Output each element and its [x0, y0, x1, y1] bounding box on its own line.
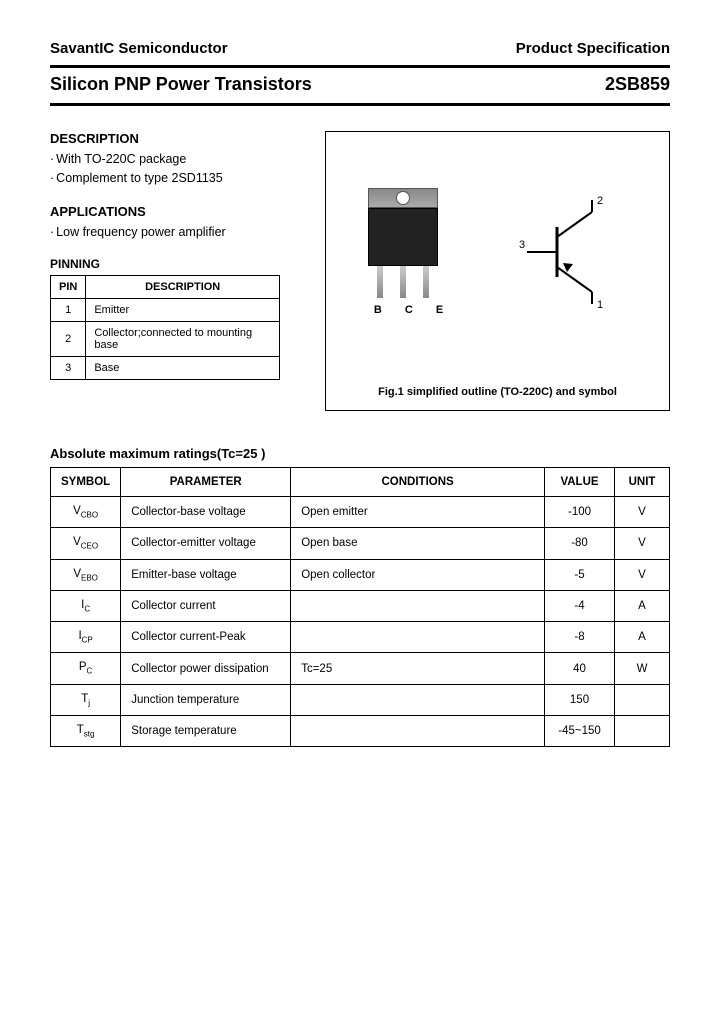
transistor-symbol: 2 3 1	[517, 192, 627, 312]
rating-unit: W	[615, 653, 670, 684]
ratings-col-conditions: CONDITIONS	[291, 468, 545, 497]
rating-parameter: Collector current-Peak	[121, 622, 291, 653]
symbol-pin-1: 1	[597, 299, 603, 311]
rating-condition	[291, 684, 545, 715]
rating-unit: A	[615, 590, 670, 621]
rating-symbol: VCBO	[51, 497, 121, 528]
rating-parameter: Collector-base voltage	[121, 497, 291, 528]
ratings-row: VCEOCollector-emitter voltageOpen base-8…	[51, 528, 670, 559]
bce-labels: B C E	[368, 304, 453, 316]
rating-symbol: Tstg	[51, 716, 121, 747]
rating-unit: A	[615, 622, 670, 653]
rating-value: -80	[545, 528, 615, 559]
ratings-row: VCBOCollector-base voltageOpen emitter-1…	[51, 497, 670, 528]
rating-unit: V	[615, 497, 670, 528]
rating-unit: V	[615, 559, 670, 590]
rating-value: -8	[545, 622, 615, 653]
applications-list: Low frequency power amplifier	[50, 223, 310, 242]
symbol-pin-2: 2	[597, 195, 603, 207]
rating-condition: Open collector	[291, 559, 545, 590]
symbol-pin-3: 3	[519, 239, 525, 251]
rating-condition	[291, 590, 545, 621]
rating-value: -45~150	[545, 716, 615, 747]
ratings-table: SYMBOL PARAMETER CONDITIONS VALUE UNIT V…	[50, 467, 670, 747]
rating-parameter: Collector current	[121, 590, 291, 621]
figure-caption: Fig.1 simplified outline (TO-220C) and s…	[326, 386, 669, 398]
title-row: Silicon PNP Power Transistors 2SB859	[50, 65, 670, 106]
header-row: SavantIC Semiconductor Product Specifica…	[50, 40, 670, 57]
rating-symbol: IC	[51, 590, 121, 621]
pin-desc: Collector;connected to mounting base	[86, 322, 280, 357]
rating-unit: V	[615, 528, 670, 559]
rating-condition	[291, 622, 545, 653]
rating-condition: Open emitter	[291, 497, 545, 528]
ratings-row: ICPCollector current-Peak -8A	[51, 622, 670, 653]
rating-parameter: Collector power dissipation	[121, 653, 291, 684]
company-name: SavantIC Semiconductor	[50, 40, 228, 57]
applications-heading: APPLICATIONS	[50, 204, 310, 219]
pin-row: 2Collector;connected to mounting base	[51, 322, 280, 357]
rating-value: -100	[545, 497, 615, 528]
ratings-col-symbol: SYMBOL	[51, 468, 121, 497]
rating-symbol: Tj	[51, 684, 121, 715]
rating-parameter: Storage temperature	[121, 716, 291, 747]
figure-content: B C E 2 3 1	[336, 152, 659, 352]
pin-row: 3Base	[51, 357, 280, 380]
package-drawing: B C E	[368, 188, 453, 316]
product-category: Silicon PNP Power Transistors	[50, 74, 312, 95]
description-heading: DESCRIPTION	[50, 131, 310, 146]
description-list: With TO-220C package Complement to type …	[50, 150, 310, 188]
rating-symbol: PC	[51, 653, 121, 684]
part-number: 2SB859	[605, 74, 670, 95]
rating-value: -5	[545, 559, 615, 590]
rating-parameter: Emitter-base voltage	[121, 559, 291, 590]
rating-value: -4	[545, 590, 615, 621]
rating-condition: Tc=25	[291, 653, 545, 684]
description-item: Complement to type 2SD1135	[50, 169, 310, 188]
ratings-row: TjJunction temperature 150	[51, 684, 670, 715]
pin-num: 2	[51, 322, 86, 357]
pin-desc: Emitter	[86, 299, 280, 322]
rating-unit	[615, 716, 670, 747]
figure-column: B C E 2 3 1 Fig.1 simplified outline (TO…	[325, 131, 670, 411]
ratings-row: TstgStorage temperature -45~150	[51, 716, 670, 747]
rating-parameter: Junction temperature	[121, 684, 291, 715]
pin-desc-header: DESCRIPTION	[86, 276, 280, 299]
ratings-row: PCCollector power dissipationTc=25 40W	[51, 653, 670, 684]
ratings-col-value: VALUE	[545, 468, 615, 497]
ratings-row: ICCollector current -4A	[51, 590, 670, 621]
pin-row: 1Emitter	[51, 299, 280, 322]
rating-parameter: Collector-emitter voltage	[121, 528, 291, 559]
ratings-col-unit: UNIT	[615, 468, 670, 497]
rating-value: 40	[545, 653, 615, 684]
rating-condition	[291, 716, 545, 747]
pin-num: 3	[51, 357, 86, 380]
rating-value: 150	[545, 684, 615, 715]
application-item: Low frequency power amplifier	[50, 223, 310, 242]
figure-box: B C E 2 3 1 Fig.1 simplified outline (TO…	[325, 131, 670, 411]
pinning-table: PIN DESCRIPTION 1Emitter2Collector;conne…	[50, 275, 280, 380]
upper-section: DESCRIPTION With TO-220C package Complem…	[50, 131, 670, 411]
rating-symbol: VCEO	[51, 528, 121, 559]
rating-unit	[615, 684, 670, 715]
pin-num: 1	[51, 299, 86, 322]
ratings-col-parameter: PARAMETER	[121, 468, 291, 497]
ratings-heading: Absolute maximum ratings(Tc=25 )	[50, 446, 670, 461]
rating-symbol: ICP	[51, 622, 121, 653]
ratings-row: VEBOEmitter-base voltageOpen collector-5…	[51, 559, 670, 590]
doc-type: Product Specification	[516, 40, 670, 57]
pinning-heading: PINNING	[50, 257, 310, 271]
rating-condition: Open base	[291, 528, 545, 559]
description-item: With TO-220C package	[50, 150, 310, 169]
pin-col-header: PIN	[51, 276, 86, 299]
pin-desc: Base	[86, 357, 280, 380]
rating-symbol: VEBO	[51, 559, 121, 590]
left-column: DESCRIPTION With TO-220C package Complem…	[50, 131, 310, 411]
